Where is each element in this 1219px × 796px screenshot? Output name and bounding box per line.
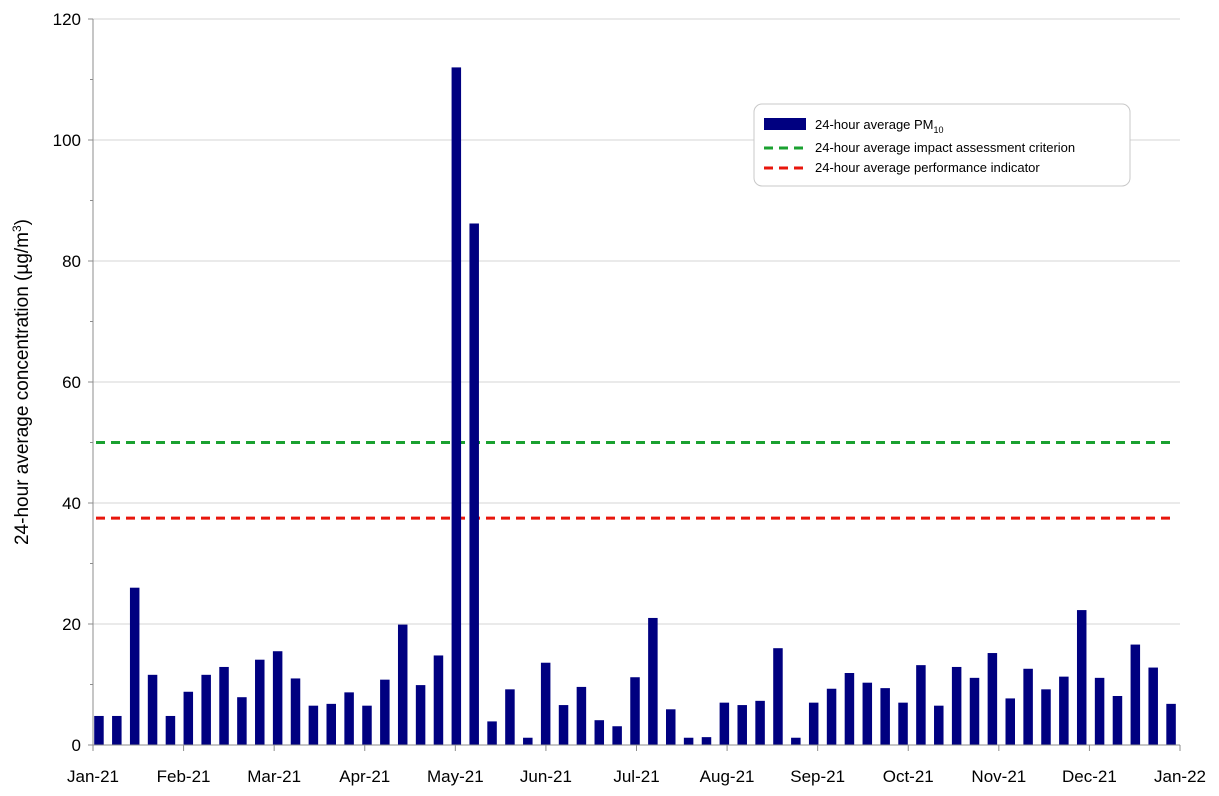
y-tick-label-40: 40 bbox=[62, 494, 81, 513]
bar bbox=[665, 709, 676, 745]
legend: 24-hour average PM10 24-hour average imp… bbox=[753, 103, 1131, 187]
legend-label-criterion: 24-hour average impact assessment criter… bbox=[815, 140, 1075, 155]
x-tick-label-Jul-21: Jul-21 bbox=[613, 767, 659, 786]
bar bbox=[129, 587, 140, 745]
bar bbox=[719, 702, 730, 745]
bar bbox=[612, 726, 622, 745]
bar bbox=[880, 688, 890, 745]
bar bbox=[791, 737, 801, 745]
bar bbox=[1059, 676, 1069, 745]
bar bbox=[362, 705, 372, 745]
x-tick-label-Oct-21: Oct-21 bbox=[883, 767, 934, 786]
bar bbox=[1076, 610, 1087, 745]
bar bbox=[630, 677, 640, 745]
bar bbox=[94, 715, 104, 745]
bar bbox=[648, 617, 658, 745]
x-tick-label-May-21: May-21 bbox=[427, 767, 484, 786]
bar bbox=[255, 659, 265, 745]
bar bbox=[969, 677, 980, 745]
bar bbox=[165, 715, 176, 745]
bar bbox=[344, 692, 354, 745]
y-tick-label-120: 120 bbox=[53, 10, 81, 29]
bar bbox=[898, 702, 908, 745]
bar bbox=[326, 703, 336, 745]
x-tick-label-Apr-21: Apr-21 bbox=[339, 767, 390, 786]
bar bbox=[1112, 695, 1123, 745]
reference-lines bbox=[96, 441, 1170, 520]
bar bbox=[701, 737, 712, 745]
bar bbox=[576, 686, 587, 745]
bar bbox=[826, 688, 837, 745]
bar bbox=[844, 673, 855, 745]
x-tick-label-Feb-21: Feb-21 bbox=[157, 767, 211, 786]
bar bbox=[1166, 703, 1176, 745]
x-tick-label-Jan-21: Jan-21 bbox=[67, 767, 119, 786]
y-tick-label-100: 100 bbox=[53, 131, 81, 150]
legend-label-performance: 24-hour average performance indicator bbox=[815, 160, 1040, 175]
gridlines bbox=[93, 18, 1180, 625]
bar bbox=[1005, 698, 1015, 745]
bar bbox=[934, 705, 944, 745]
bar bbox=[308, 705, 319, 745]
bar bbox=[469, 223, 479, 746]
bar bbox=[808, 702, 819, 745]
bar bbox=[147, 674, 158, 745]
bar bbox=[1094, 677, 1105, 745]
bar bbox=[505, 689, 515, 745]
y-tick-label-60: 60 bbox=[62, 373, 81, 392]
bar bbox=[558, 705, 569, 745]
y-tick-label-20: 20 bbox=[62, 615, 81, 634]
x-tick-label-Jun-21: Jun-21 bbox=[520, 767, 572, 786]
x-tick-label-Mar-21: Mar-21 bbox=[247, 767, 301, 786]
bar bbox=[951, 666, 962, 745]
x-tick-label-Dec-21: Dec-21 bbox=[1062, 767, 1117, 786]
bar bbox=[1148, 667, 1158, 745]
bar bbox=[112, 715, 122, 745]
bar bbox=[683, 737, 694, 745]
bar bbox=[594, 720, 605, 745]
bar bbox=[540, 662, 551, 745]
bar bbox=[219, 666, 229, 745]
x-tick-label-Sep-21: Sep-21 bbox=[790, 767, 845, 786]
bar bbox=[487, 721, 497, 745]
bar bbox=[237, 697, 247, 745]
bar bbox=[987, 653, 998, 745]
bar bbox=[433, 655, 444, 745]
bar bbox=[755, 700, 765, 745]
bar bbox=[523, 737, 533, 745]
bar bbox=[380, 679, 390, 745]
x-tick-labels: Jan-21 Feb-21 Mar-21 Apr-21 May-21 Jun-21 Jul-… bbox=[67, 745, 1206, 786]
legend-label-pm10: 24-hour average PM10 bbox=[815, 117, 944, 135]
bar bbox=[415, 685, 426, 745]
bar bbox=[272, 651, 283, 745]
x-tick-label-Aug-21: Aug-21 bbox=[700, 767, 755, 786]
y-axis-title: 24-hour average concentration (µg/m3) bbox=[10, 219, 33, 545]
bar bbox=[862, 682, 873, 745]
bar bbox=[183, 691, 194, 745]
y-tick-labels: 0 20 40 60 80 100 120 bbox=[53, 10, 93, 755]
bar bbox=[1130, 644, 1141, 745]
bar bbox=[451, 67, 462, 745]
bar bbox=[1041, 689, 1051, 745]
bars bbox=[94, 67, 1176, 746]
bar bbox=[290, 678, 301, 745]
x-tick-label-Jan-22: Jan-22 bbox=[1154, 767, 1206, 786]
bar bbox=[737, 705, 747, 745]
bar bbox=[397, 624, 408, 745]
bar bbox=[1023, 668, 1033, 745]
bar bbox=[773, 648, 783, 745]
legend-swatch-pm10 bbox=[764, 118, 806, 130]
bar bbox=[201, 674, 211, 745]
legend-box bbox=[753, 103, 1131, 187]
y-tick-label-80: 80 bbox=[62, 252, 81, 271]
x-tick-label-Nov-21: Nov-21 bbox=[971, 767, 1026, 786]
bar bbox=[916, 665, 926, 745]
y-tick-label-0: 0 bbox=[72, 736, 81, 755]
